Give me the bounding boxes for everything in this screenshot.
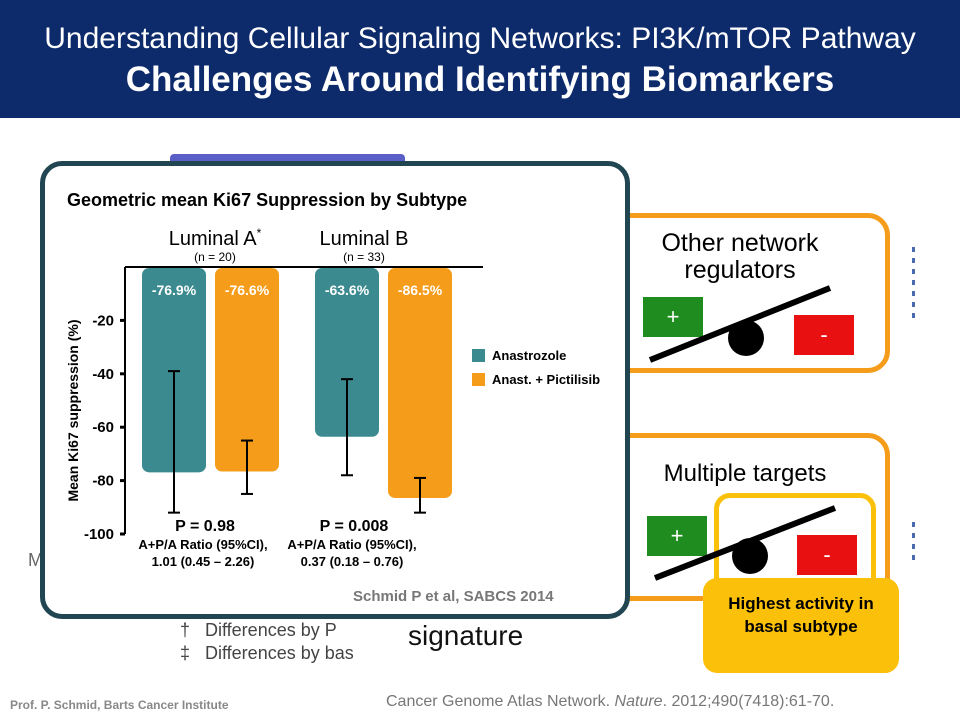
bar-value-label: -76.6% [225, 282, 270, 298]
background-legend-symbol-1: † [180, 620, 191, 640]
chart-source: Schmid P et al, SABCS 2014 [353, 588, 554, 605]
category-label: Luminal A* [169, 226, 262, 250]
slide-title: Challenges Around Identifying Biomarkers [125, 60, 835, 99]
ki67-bar-chart: -20 -40 -60 -80 -100 Mean Ki67 suppression (%… [65, 226, 600, 569]
citation-journal: Nature [614, 693, 663, 710]
ratio-value: 0.37 (0.18 – 0.76) [301, 554, 404, 569]
callout-text: Highest activity in basal subtype [728, 594, 874, 636]
bar-anastrozole [315, 268, 379, 437]
ratio-label: A+P/A Ratio (95%CI), [138, 537, 267, 552]
y-axis-label: Mean Ki67 suppression (%) [65, 319, 81, 501]
dotted-divider-1 [912, 247, 916, 324]
legend-swatch [472, 349, 485, 362]
citation-authors: Cancer Genome Atlas Network. [386, 693, 615, 710]
bar-value-label: -76.9% [152, 282, 197, 298]
ratio-label: A+P/A Ratio (95%CI), [287, 537, 416, 552]
bar-anast-pictilisib [388, 268, 452, 498]
background-legend-text-1: Differences by P [205, 620, 337, 640]
category-n-label: (n = 33) [343, 250, 385, 264]
legend-swatch [472, 373, 485, 386]
background-m-fragment: M [28, 550, 43, 570]
y-tick-label: -100 [84, 526, 114, 543]
background-legend-symbol-2: ‡ [180, 643, 191, 663]
y-tick-label: -40 [92, 366, 114, 383]
p-value-label: P = 0.008 [320, 518, 389, 535]
dotted-divider-2 [912, 522, 916, 566]
background-legend-text-2: Differences by bas [205, 643, 354, 663]
slide-subtitle: Understanding Cellular Signaling Network… [44, 22, 916, 55]
seesaw-2 [653, 505, 837, 581]
y-tick-label: -60 [92, 419, 114, 436]
minus-box-2: - [797, 535, 857, 575]
bar-value-label: -63.6% [325, 282, 370, 298]
citation-rest: . 2012;490(7418):61-70. [662, 693, 835, 710]
category-label: Luminal B [320, 228, 409, 250]
bar-anast-pictilisib [215, 268, 279, 472]
slide-header: Understanding Cellular Signaling Network… [0, 0, 960, 118]
category-n-label: (n = 20) [194, 250, 236, 264]
minus-box-1: - [794, 315, 854, 355]
seesaw-fulcrum [728, 320, 764, 356]
plus-box-1: + [643, 297, 703, 337]
seesaw-1 [648, 285, 832, 363]
footer-citation: Cancer Genome Atlas Network. Nature. 201… [386, 693, 834, 711]
network-regulators-title: Other network regulators [661, 229, 819, 284]
ratio-value: 1.01 (0.45 – 2.26) [152, 554, 255, 569]
chart-title: Geometric mean Ki67 Suppression by Subty… [67, 190, 468, 210]
footer-presenter: Prof. P. Schmid, Barts Cancer Institute [10, 698, 229, 712]
legend-label: Anast. + Pictilisib [492, 372, 600, 387]
multiple-targets-title: Multiple targets [663, 460, 827, 487]
y-tick-label: -20 [92, 312, 114, 329]
category-marker: * [257, 226, 262, 240]
callout-highest-activity: Highest activity in basal subtype [703, 578, 899, 673]
p-value-label: P = 0.98 [175, 518, 235, 535]
plus-box-2: + [647, 516, 707, 556]
background-signature-text: signature [408, 620, 524, 651]
bar-value-label: -86.5% [398, 282, 443, 298]
y-tick-label: -80 [92, 473, 114, 490]
legend-label: Anastrozole [492, 348, 566, 363]
seesaw-fulcrum-2 [732, 538, 768, 574]
